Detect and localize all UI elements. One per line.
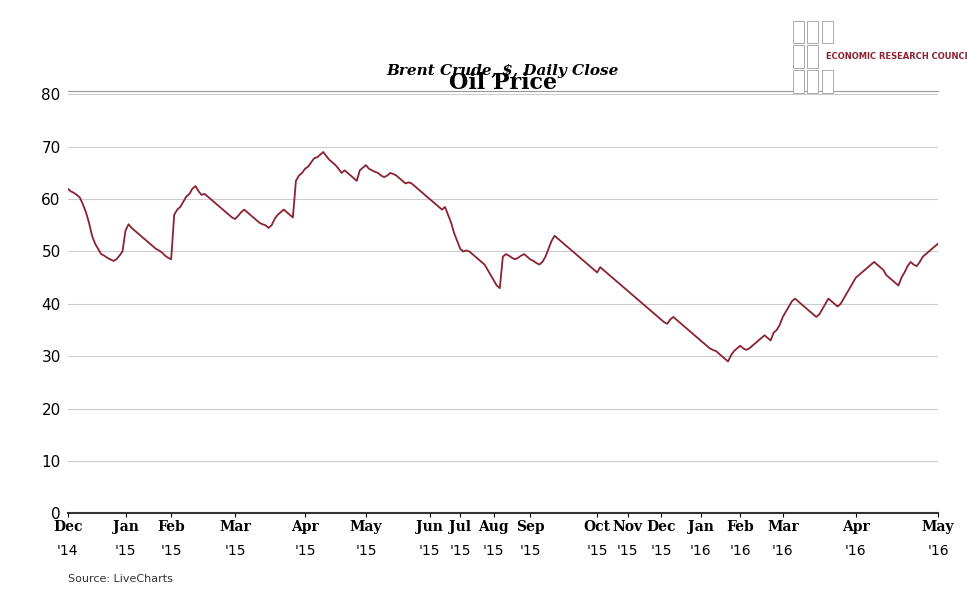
Text: Brent Crude, $, Daily Close: Brent Crude, $, Daily Close — [387, 64, 619, 78]
Title: Oil Price: Oil Price — [449, 73, 557, 94]
Text: Source: LiveCharts: Source: LiveCharts — [68, 574, 172, 584]
Text: ECONOMIC RESEARCH COUNCIL: ECONOMIC RESEARCH COUNCIL — [826, 52, 967, 61]
